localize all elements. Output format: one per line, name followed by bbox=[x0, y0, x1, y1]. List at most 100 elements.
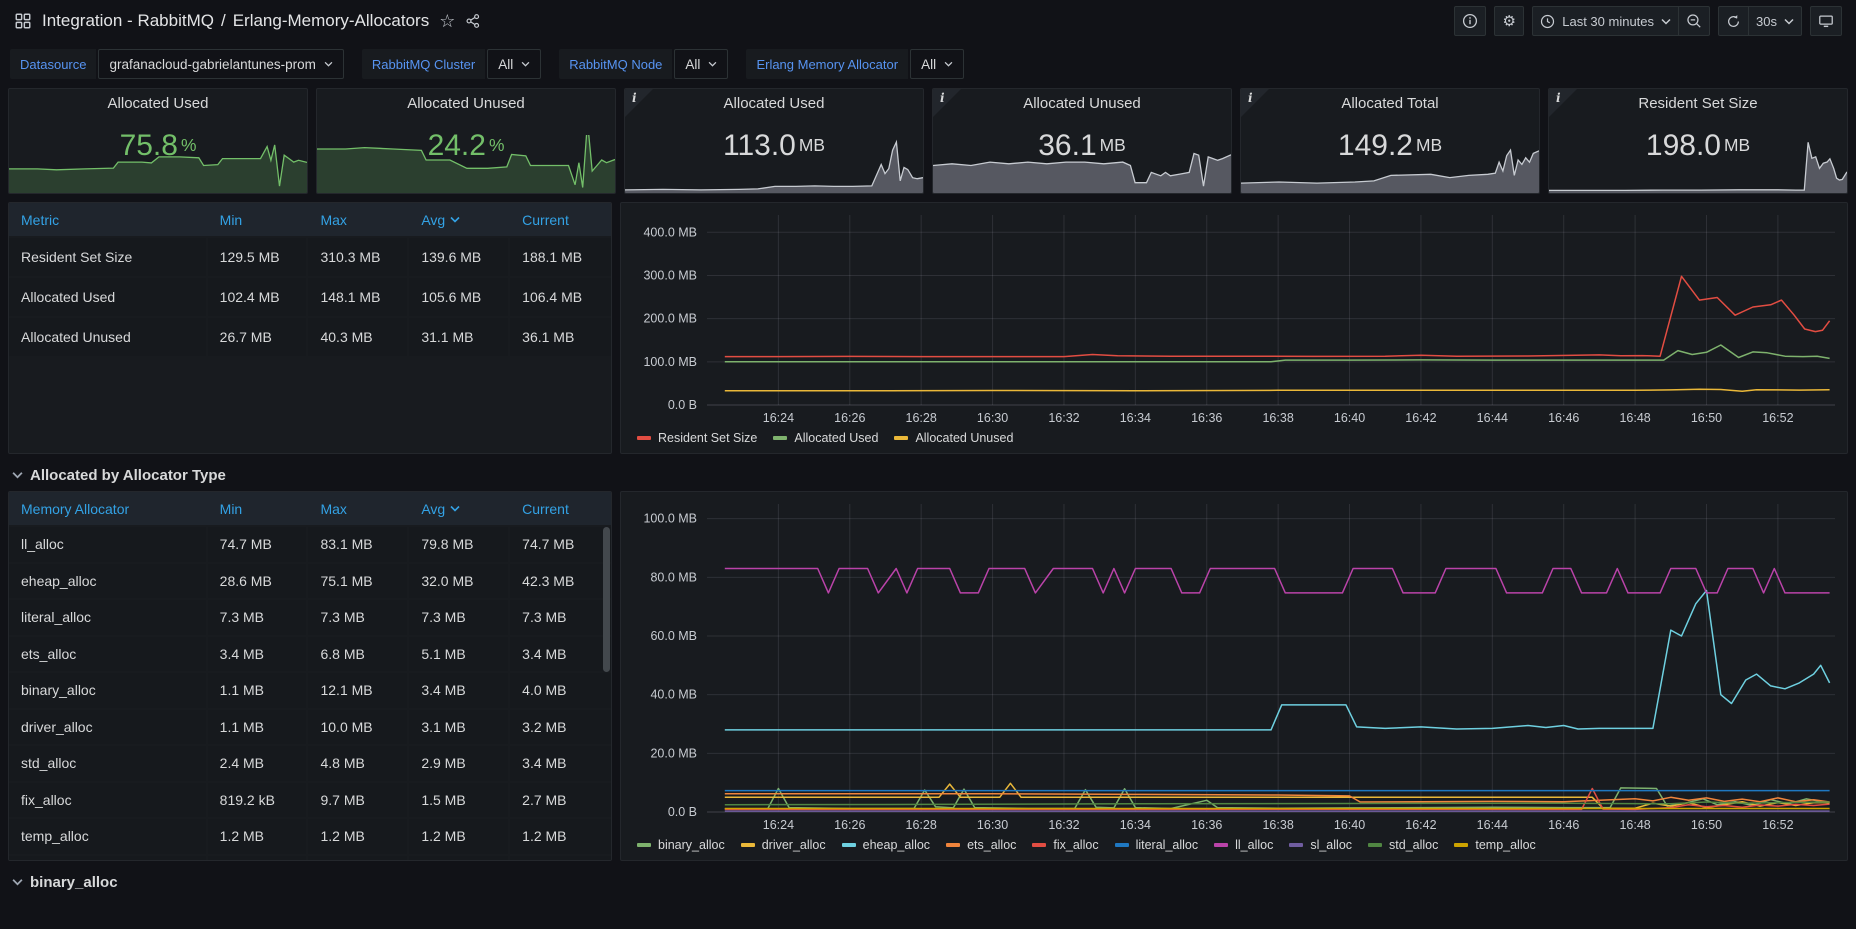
chevron-down-icon bbox=[324, 61, 333, 67]
table-row-allocated-used: Allocated Used 102.4 MB 148.1 MB 105.6 MB 10… bbox=[9, 278, 611, 316]
table-cell: 1.5 MB bbox=[409, 782, 509, 817]
stat-panel-title[interactable]: Allocated Total bbox=[1341, 95, 1439, 112]
refresh-button[interactable] bbox=[1718, 6, 1750, 36]
legend-item-eheap_alloc[interactable]: eheap_alloc bbox=[841, 838, 930, 852]
svg-text:16:50: 16:50 bbox=[1691, 818, 1722, 832]
stat-panel-allocated-unused-3: i Allocated Unused 36.1 MB bbox=[932, 88, 1232, 194]
table-cell: Resident Set Size bbox=[9, 238, 206, 276]
section-binary-alloc[interactable]: binary_alloc bbox=[0, 866, 1856, 898]
tv-mode-button[interactable] bbox=[1810, 6, 1842, 36]
settings-gear-icon[interactable]: ⚙ bbox=[1494, 6, 1525, 36]
table-cell: 1.1 MB bbox=[207, 673, 307, 708]
column-header-max[interactable]: Max bbox=[320, 500, 347, 517]
refresh-interval-label: 30s bbox=[1756, 13, 1777, 29]
filter-node-label[interactable]: RabbitMQ Node bbox=[559, 49, 673, 79]
table-scrollbar[interactable] bbox=[603, 527, 610, 672]
svg-text:16:40: 16:40 bbox=[1334, 411, 1365, 425]
share-icon[interactable] bbox=[465, 13, 481, 29]
table-cell: 28.6 MB bbox=[207, 563, 307, 598]
chevron-down-icon bbox=[709, 61, 717, 67]
legend-item-ets_alloc[interactable]: ets_alloc bbox=[946, 838, 1016, 852]
stat-value: 24.2% bbox=[427, 128, 505, 162]
refresh-interval-picker[interactable]: 30s bbox=[1749, 6, 1802, 36]
svg-text:16:40: 16:40 bbox=[1334, 818, 1365, 832]
legend-item-ll_alloc[interactable]: ll_alloc bbox=[1214, 838, 1273, 852]
column-header-metric[interactable]: Metric bbox=[21, 211, 60, 228]
dashboard-title[interactable]: Integration - RabbitMQ / Erlang-Memory-A… bbox=[42, 11, 429, 31]
series-eheap_alloc bbox=[724, 589, 1831, 731]
filter-cluster-label[interactable]: RabbitMQ Cluster bbox=[361, 49, 486, 79]
table-row-ets_alloc: ets_alloc 3.4 MB 6.8 MB 5.1 MB 3.4 MB bbox=[9, 636, 611, 671]
table-cell: 6.8 MB bbox=[308, 636, 408, 671]
filter-datasource-label[interactable]: Datasource bbox=[10, 49, 97, 79]
dashboard-name: Erlang-Memory-Allocators bbox=[232, 11, 430, 30]
table-cell: 83.1 MB bbox=[308, 527, 408, 562]
legend-item-driver_alloc[interactable]: driver_alloc bbox=[740, 838, 826, 852]
column-header-min[interactable]: Min bbox=[219, 500, 243, 517]
allocator-chart[interactable]: 16:24 16:26 16:28 16:30 16:32 16:34 16:36 16:38… bbox=[621, 492, 1847, 836]
table-cell: 74.7 MB bbox=[510, 527, 611, 562]
memory-metrics-table-panel: Metric Min Max Avg Current Resident Set Size 1… bbox=[8, 202, 612, 454]
legend-item-sl_alloc[interactable]: sl_alloc bbox=[1289, 838, 1352, 852]
table-row-ll_alloc: ll_alloc 74.7 MB 83.1 MB 79.8 MB 74.7 MB bbox=[9, 527, 611, 562]
legend-item-allocated-used[interactable]: Allocated Used bbox=[773, 431, 878, 445]
stat-sparkline bbox=[1241, 135, 1539, 193]
svg-text:16:30: 16:30 bbox=[977, 818, 1008, 832]
legend-item-literal_alloc[interactable]: literal_alloc bbox=[1114, 838, 1198, 852]
legend-item-allocated-unused[interactable]: Allocated Unused bbox=[894, 431, 1013, 445]
allocator-chart-panel: 16:24 16:26 16:28 16:30 16:32 16:34 16:36 16:38… bbox=[620, 491, 1848, 861]
stat-panel-title[interactable]: Allocated Unused bbox=[1023, 95, 1141, 112]
filter-datasource-value[interactable]: grafanacloud-gabrielantunes-prom bbox=[98, 49, 344, 79]
column-header-memory-allocator[interactable]: Memory Allocator bbox=[21, 500, 130, 517]
legend-item-binary_alloc[interactable]: binary_alloc bbox=[637, 838, 725, 852]
table-cell: 7.3 MB bbox=[409, 600, 509, 635]
table-row-driver_alloc: driver_alloc 1.1 MB 10.0 MB 3.1 MB 3.2 MB bbox=[9, 709, 611, 744]
column-header-avg[interactable]: Avg bbox=[409, 492, 510, 525]
section-allocated-by-allocator-type[interactable]: Allocated by Allocator Type bbox=[0, 459, 1856, 491]
legend-swatch bbox=[637, 843, 651, 847]
time-range-picker[interactable]: Last 30 minutes bbox=[1532, 6, 1680, 36]
column-header-avg[interactable]: Avg bbox=[409, 203, 510, 236]
stat-panel-title[interactable]: Allocated Unused bbox=[407, 95, 525, 112]
stat-panel-resident-set-size-5: i Resident Set Size 198.0 MB bbox=[1548, 88, 1848, 194]
table-cell: binary_alloc bbox=[9, 673, 206, 708]
stat-panels-row: Allocated Used 75.8% Allocated Unused 24.2%… bbox=[8, 88, 1848, 194]
stat-panel-title[interactable]: Allocated Used bbox=[723, 95, 825, 112]
legend-item-temp_alloc[interactable]: temp_alloc bbox=[1454, 838, 1536, 852]
time-range-label: Last 30 minutes bbox=[1562, 13, 1655, 29]
column-header-current[interactable]: Current bbox=[522, 211, 569, 228]
table-cell: driver_alloc bbox=[9, 709, 206, 744]
panel-info-corner[interactable] bbox=[1549, 89, 1577, 117]
column-header-current[interactable]: Current bbox=[522, 500, 569, 517]
stat-sparkline bbox=[317, 135, 615, 193]
panel-info-button[interactable] bbox=[1454, 6, 1487, 36]
stat-panel-title[interactable]: Resident Set Size bbox=[1638, 95, 1758, 112]
legend-item-std_alloc[interactable]: std_alloc bbox=[1368, 838, 1438, 852]
series-Allocated Used bbox=[724, 344, 1830, 363]
legend-item-resident-set-size[interactable]: Resident Set Size bbox=[637, 431, 757, 445]
legend-swatch bbox=[740, 843, 755, 847]
stat-panel-title[interactable]: Allocated Used bbox=[107, 95, 209, 112]
panel-info-corner[interactable] bbox=[933, 89, 961, 117]
stat-panel-allocated-total-4: i Allocated Total 149.2 MB bbox=[1240, 88, 1540, 194]
legend-item-fix_alloc[interactable]: fix_alloc bbox=[1032, 838, 1099, 852]
table-cell: fix_alloc bbox=[9, 782, 206, 817]
memory-overview-chart[interactable]: 16:24 16:26 16:28 16:30 16:32 16:34 16:36 16:38… bbox=[621, 203, 1847, 429]
svg-text:16:52: 16:52 bbox=[1762, 411, 1793, 425]
filter-node-value[interactable]: All bbox=[674, 49, 729, 79]
svg-text:16:50: 16:50 bbox=[1691, 411, 1722, 425]
panel-info-corner[interactable] bbox=[625, 89, 653, 117]
filter-node-selected: All bbox=[685, 56, 701, 72]
filter-cluster-value[interactable]: All bbox=[487, 49, 542, 79]
zoom-out-button[interactable] bbox=[1679, 6, 1711, 36]
column-header-min[interactable]: Min bbox=[219, 211, 243, 228]
stat-sparkline bbox=[1549, 135, 1847, 193]
filter-allocator-label[interactable]: Erlang Memory Allocator bbox=[746, 49, 909, 79]
star-icon[interactable]: ☆ bbox=[439, 11, 456, 31]
filter-allocator-value[interactable]: All bbox=[910, 49, 965, 79]
apps-grid-icon[interactable] bbox=[14, 12, 32, 30]
table-cell: ets_alloc bbox=[9, 636, 206, 671]
panel-info-corner[interactable] bbox=[1241, 89, 1269, 117]
column-header-max[interactable]: Max bbox=[320, 211, 347, 228]
table-cell: Allocated Unused bbox=[9, 318, 206, 356]
